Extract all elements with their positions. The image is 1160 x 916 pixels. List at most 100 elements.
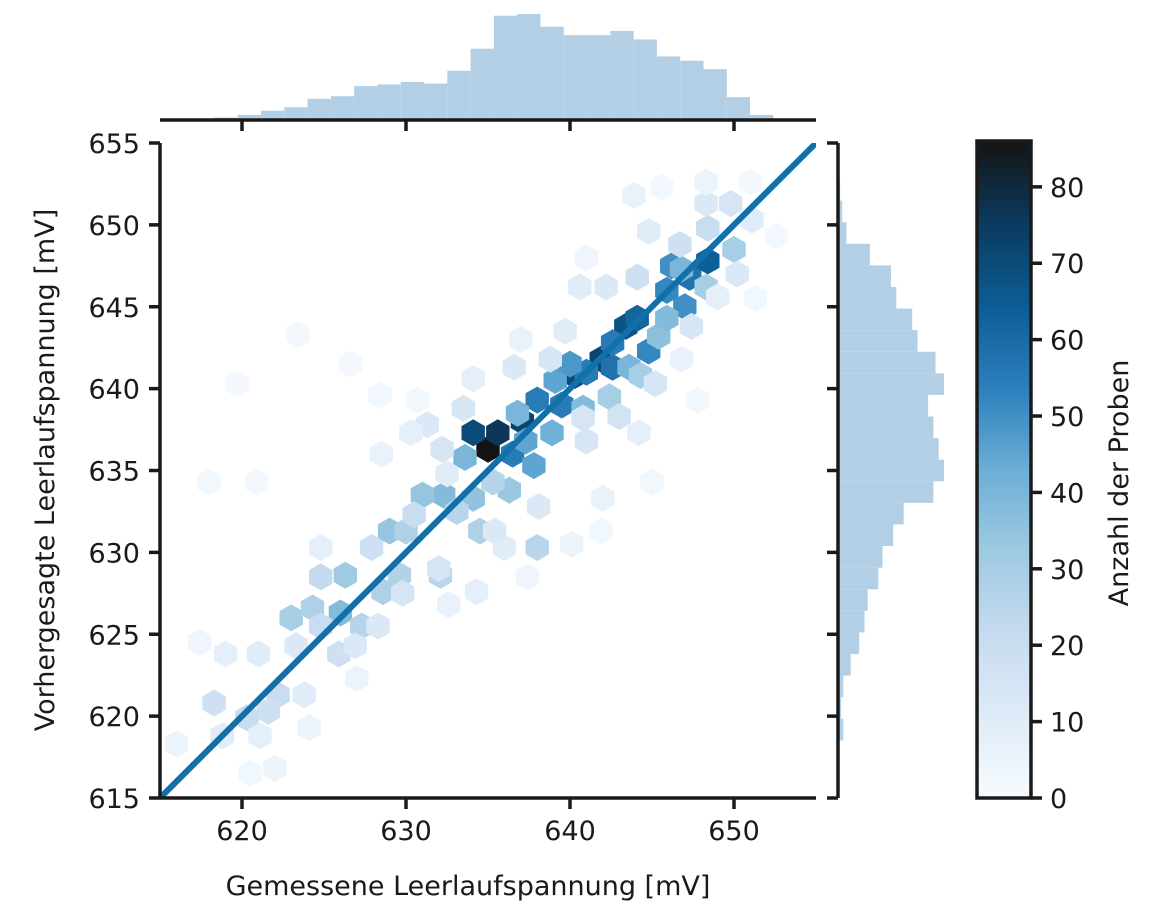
hexbin-cell	[515, 563, 540, 591]
hexbin-cell	[607, 403, 631, 430]
colorbar-tick-label: 50	[1050, 402, 1084, 433]
hexbin-cell	[591, 484, 615, 512]
hexbin-cell	[543, 366, 567, 394]
hexbin-cell	[435, 460, 459, 488]
hexbin-cell	[279, 604, 303, 632]
right-hist-bar	[838, 222, 847, 244]
hexbin-cell	[405, 386, 430, 414]
top-hist-bar	[284, 107, 308, 120]
hexbin-cell	[725, 260, 749, 288]
hexbin-cell	[292, 681, 316, 709]
x-axis-title: Gemessene Leerlaufspannung [mV]	[226, 871, 711, 902]
top-hist-bar	[726, 97, 751, 120]
hexbin-cells	[164, 168, 789, 787]
hexbin-cell	[235, 704, 259, 732]
hexbin-cell	[705, 283, 730, 311]
hexbin-cell	[655, 304, 679, 332]
hexbin-cell	[505, 399, 530, 427]
hexbin-cell	[509, 326, 533, 353]
hexbin-cell	[694, 190, 718, 218]
colorbar-title: Anzahl der Proben	[1104, 360, 1135, 607]
colorbar-tick-label: 0	[1050, 784, 1067, 815]
hexbin-cell	[202, 689, 226, 717]
y-tick-label: 635	[88, 457, 140, 488]
hexbin-cell	[343, 632, 367, 660]
hexbin-cell	[461, 365, 485, 393]
right-hist-bar	[838, 438, 939, 460]
hexbin-cell	[571, 404, 595, 432]
right-hist-bar	[838, 481, 934, 503]
hexbin-cell	[650, 173, 674, 201]
hexbin-cell	[514, 427, 538, 455]
right-hist-bar	[838, 632, 860, 655]
top-hist-bar	[633, 39, 657, 120]
y-tick-label: 615	[88, 784, 140, 815]
hexbin-cell	[669, 255, 694, 283]
y-ticks: 615 620 625 630 635 640 645 650 655	[88, 129, 160, 815]
colorbar-tick-label: 30	[1050, 555, 1084, 586]
hexbin-cell	[550, 391, 574, 419]
colorbar-tick-label: 60	[1050, 326, 1084, 357]
hexbin-cell	[574, 244, 599, 272]
hexbin-cell	[246, 640, 271, 668]
hexbin-cell	[637, 217, 661, 245]
top-hist-bar	[447, 70, 471, 120]
top-hist-bar	[517, 14, 541, 120]
hexbin-cell	[187, 628, 212, 656]
top-hist-bar	[680, 60, 704, 120]
hexbin-cell	[625, 263, 649, 291]
hexbin-cell	[245, 468, 269, 496]
hexbin-cell	[263, 755, 287, 782]
hexbin-cell	[197, 468, 221, 496]
top-marginal-histogram	[191, 14, 774, 121]
hexbin-cell	[461, 419, 485, 447]
hexbin-cell	[436, 591, 461, 619]
hexbin-cell	[225, 370, 249, 398]
colorbar	[975, 139, 1033, 800]
hexbin-cell	[366, 612, 390, 640]
hexbin-cell	[719, 190, 743, 218]
y-tick-label: 650	[88, 211, 140, 242]
right-hist-bar	[838, 373, 944, 395]
y-tick-label: 630	[88, 538, 140, 569]
right-hist-bar	[838, 330, 918, 352]
right-hist-bar	[838, 567, 879, 590]
hexbin-cell	[525, 534, 549, 561]
hexbin-cell	[238, 759, 262, 787]
hexbin-cell	[256, 697, 280, 725]
top-hist-bar	[237, 114, 262, 120]
hexbin-cell	[399, 419, 423, 447]
hexbin-cell	[527, 493, 551, 520]
right-hist-bar	[838, 589, 868, 611]
hexbin-cell	[597, 383, 622, 411]
right-hist-bar	[838, 718, 844, 741]
hexbin-cell	[743, 285, 767, 313]
hexbin-cell	[402, 501, 426, 529]
right-hist-bar	[838, 286, 897, 309]
top-marginal-ticks	[240, 120, 736, 131]
hexbin-cell	[213, 640, 238, 668]
y-tick-label: 640	[88, 375, 140, 406]
hexbin-cell	[589, 517, 613, 545]
hexbin-cell	[640, 468, 664, 496]
hexbin-cell	[297, 714, 321, 742]
y-tick-label: 655	[88, 129, 140, 160]
colorbar-tick-label: 10	[1050, 708, 1084, 739]
top-hist-bar	[703, 69, 727, 120]
hexbin-cell	[427, 555, 451, 583]
right-hist-bar	[838, 459, 944, 482]
x-tick-label: 650	[708, 816, 760, 847]
y-tick-label: 645	[88, 293, 140, 324]
y-tick-label: 625	[88, 620, 140, 651]
hexbin-cell	[622, 181, 646, 209]
hexbin-cell	[369, 440, 394, 468]
hexbin-cell	[540, 419, 564, 447]
hexbin-cell	[538, 345, 562, 373]
right-hist-bar	[838, 502, 904, 525]
right-hist-bar	[838, 394, 929, 417]
hexbin-cell	[486, 419, 510, 447]
hexbin-cell	[553, 317, 577, 345]
hexbin-cell	[574, 427, 599, 455]
right-hist-bar	[838, 654, 851, 676]
